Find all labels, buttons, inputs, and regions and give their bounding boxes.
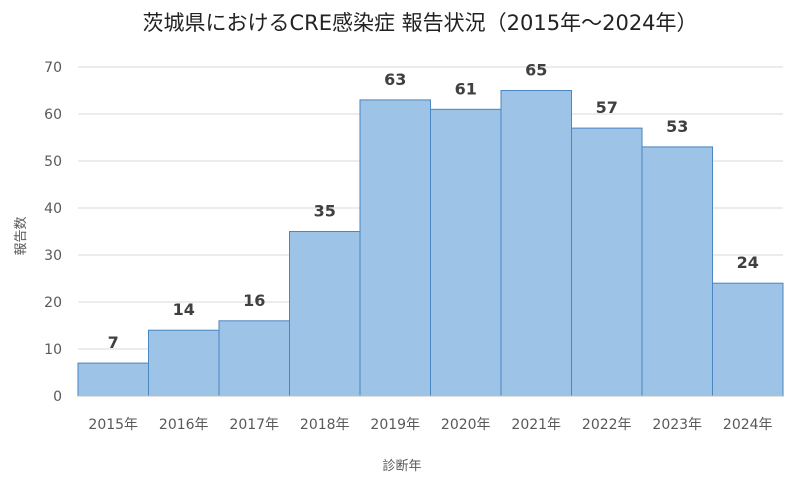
y-tick-label: 20 [44, 295, 62, 311]
bar [641, 146, 713, 397]
bar [500, 90, 572, 397]
data-labels: 7 14 16 35 63 61 65 57 53 24 [108, 61, 759, 353]
data-label: 7 [108, 333, 119, 352]
data-label: 16 [243, 291, 265, 310]
bar [218, 320, 290, 397]
x-tick-label: 2019年 [370, 417, 420, 433]
x-axis-label: 診断年 [382, 458, 421, 474]
bar [148, 329, 220, 397]
data-label: 53 [666, 117, 688, 136]
bar [77, 362, 149, 397]
y-tick-label: 40 [44, 201, 62, 217]
bar [571, 127, 643, 397]
x-tick-label: 2015年 [88, 417, 138, 433]
x-axis-ticks: 2015年 2016年 2017年 2018年 2019年 2020年 2021年 2022年… [88, 417, 772, 433]
y-axis-ticks: 0 10 20 30 40 50 60 70 [44, 60, 62, 405]
y-tick-label: 10 [44, 342, 62, 358]
bar [712, 282, 784, 397]
x-tick-label: 2016年 [159, 417, 209, 433]
data-label: 57 [596, 98, 618, 117]
data-label: 35 [314, 202, 336, 221]
y-tick-label: 70 [44, 60, 62, 76]
x-tick-label: 2023年 [652, 417, 702, 433]
bar [359, 99, 431, 397]
bars [77, 90, 784, 397]
y-axis-label: 報告数 [14, 216, 29, 255]
data-label: 14 [173, 300, 195, 319]
x-tick-label: 2024年 [723, 417, 773, 433]
bar [289, 231, 361, 397]
x-tick-label: 2018年 [300, 417, 350, 433]
y-tick-label: 60 [44, 107, 62, 123]
x-tick-label: 2021年 [511, 417, 561, 433]
y-tick-label: 50 [44, 154, 62, 170]
y-tick-label: 30 [44, 248, 62, 264]
x-tick-label: 2020年 [441, 417, 491, 433]
data-label: 61 [455, 79, 477, 98]
chart-title: 茨城県におけるCRE感染症 報告状況（2015年～2024年） [142, 11, 697, 35]
x-tick-label: 2022年 [582, 417, 632, 433]
y-tick-label: 0 [53, 389, 62, 405]
data-label: 24 [737, 253, 759, 272]
data-label: 63 [384, 70, 406, 89]
x-tick-label: 2017年 [229, 417, 279, 433]
data-label: 65 [525, 61, 547, 80]
bar [430, 108, 502, 397]
